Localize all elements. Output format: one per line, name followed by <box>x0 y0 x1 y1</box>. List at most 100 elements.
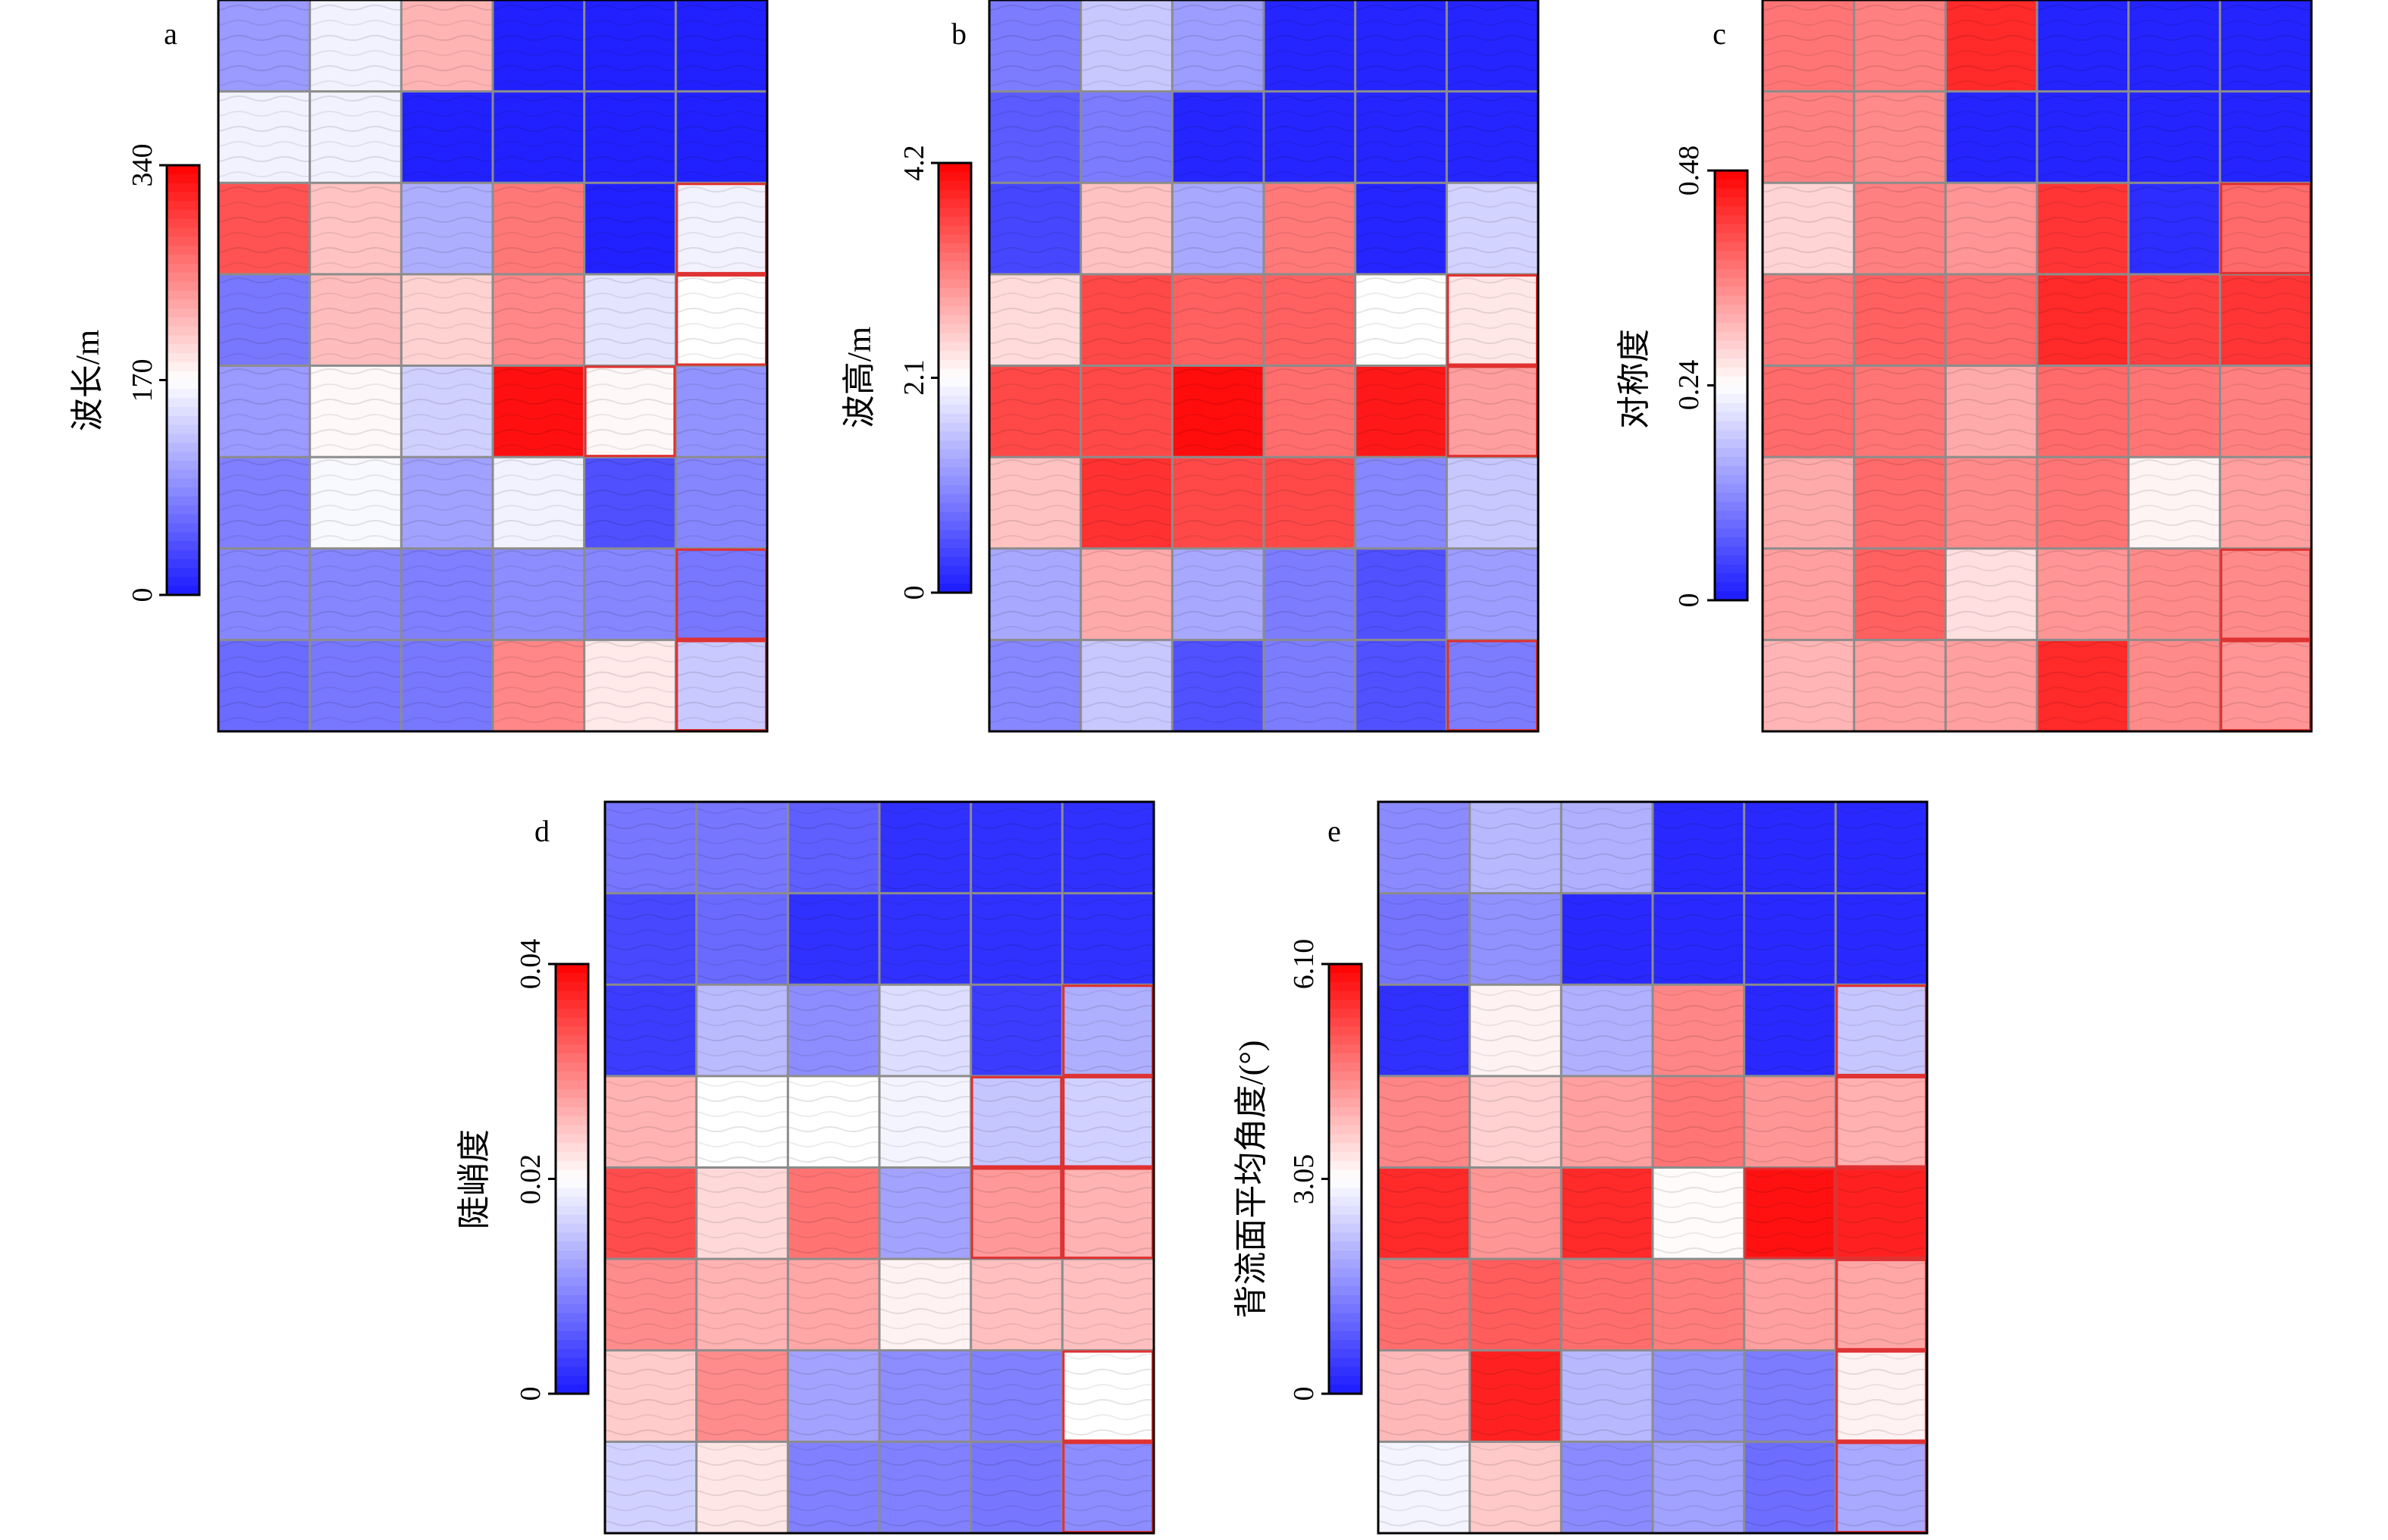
panel-e-colorbar-step <box>1329 1143 1362 1153</box>
panel-a-colorbar-step <box>167 415 199 426</box>
panel-a-colorbar-step <box>167 532 199 542</box>
panel-c-colorbar-step <box>1715 528 1747 538</box>
panel-d-colorbar-step <box>556 1134 588 1144</box>
panel-d-texture-r1-c4 <box>970 893 1063 985</box>
panel-a-texture-r0-c4 <box>584 0 676 92</box>
panel-b-colorbar-step <box>939 306 971 316</box>
panel-d-colorbar-step <box>556 1295 588 1305</box>
panel-a-colorbar-step <box>167 308 199 318</box>
panel-d-colorbar-step <box>556 1232 588 1242</box>
panel-a-texture-r4-c3 <box>493 365 584 458</box>
panel-c-colorbar-step <box>1715 546 1747 556</box>
panel-b-texture-r2-c0 <box>989 183 1081 274</box>
panel-c-colorbar-step <box>1715 448 1747 458</box>
panel-d-colorbar-step <box>556 1152 588 1162</box>
panel-d-texture-r1-c1 <box>696 893 788 985</box>
panel-b-colorbar-step <box>939 467 971 477</box>
panel-a-texture-r5-c5 <box>675 457 767 549</box>
panel-e-texture-r7-c3 <box>1653 1441 1744 1533</box>
panel-b-texture-r4-c1 <box>1080 365 1173 458</box>
panel-b-colorbar-step <box>939 297 971 307</box>
panel-c-texture-r2-c5 <box>2220 183 2311 274</box>
panel-e-texture-r6-c4 <box>1744 1350 1836 1442</box>
panel-d-colorbar-step <box>556 1340 588 1350</box>
panel-c-texture-r3-c4 <box>2128 274 2220 366</box>
panel-c-colorbar-step <box>1715 537 1747 547</box>
panel-c-colorbar-step <box>1715 340 1747 350</box>
panel-d-colorbar-step <box>556 1241 588 1251</box>
panel-d-texture-r0-c4 <box>970 802 1063 894</box>
panel-e-texture-r7-c4 <box>1744 1441 1836 1533</box>
panel-d-texture-r7-c0 <box>605 1441 697 1533</box>
panel-b-colorbar-step <box>939 574 971 584</box>
panel-d-texture-r6-c4 <box>970 1350 1063 1442</box>
panel-a-texture-r4-c4 <box>584 365 676 458</box>
panel-c-texture-r3-c1 <box>1854 274 1946 366</box>
panel-b-colorbar-step <box>939 413 971 424</box>
panel-c-texture-r7-c2 <box>1945 640 2037 731</box>
panel-d-colorbar-step <box>556 1107 588 1117</box>
panel-e-colorbar-step <box>1329 1169 1362 1180</box>
panel-a-colorbar-step <box>167 290 199 300</box>
panel-e-ylabel: 背流面平均角度/(°) <box>1233 1040 1270 1318</box>
panel-a-texture-r6-c2 <box>401 548 493 640</box>
panel-b-colorbar-step <box>939 404 971 415</box>
panel-b-texture-r1-c4 <box>1355 91 1447 183</box>
panel-d-texture-r3-c1 <box>696 1075 788 1168</box>
panel-b-texture-r5-c4 <box>1355 457 1447 549</box>
panel-e-colorbar-step <box>1329 1376 1362 1385</box>
panel-b-texture-r5-c0 <box>989 457 1081 549</box>
panel-b-colorbar-step <box>939 359 971 370</box>
panel-d-colorbar-step <box>556 1331 588 1341</box>
panel-d-colorbar-step <box>556 991 588 1000</box>
panel-b-texture-r1-c3 <box>1264 91 1355 183</box>
panel-a-texture-r3-c1 <box>309 274 402 366</box>
panel-c-texture-r7-c4 <box>2128 640 2220 731</box>
panel-b-colorbar-step <box>939 565 971 575</box>
panel-b-colorbar-step <box>939 243 971 253</box>
panel-d-texture-r3-c0 <box>605 1075 697 1168</box>
panel-e-texture-r2-c4 <box>1744 984 1836 1076</box>
panel-d-colorbar-step <box>556 1313 588 1323</box>
panel-b-colorbar-step <box>939 494 971 504</box>
panel-d-texture-r3-c3 <box>879 1075 971 1168</box>
panel-a-colorbar-step <box>167 236 199 246</box>
panel-d-frame <box>603 800 1155 1535</box>
panel-e-texture-r7-c0 <box>1378 1441 1470 1533</box>
panel-e-texture-r4-c1 <box>1469 1167 1562 1260</box>
panel-d-texture-r0-c3 <box>879 802 971 894</box>
panel-e-texture-r5-c5 <box>1835 1259 1927 1351</box>
panel-a-colorbar-step <box>167 549 199 560</box>
panel-c-texture-r3-c3 <box>2037 274 2129 366</box>
panel-c-colorbar-step <box>1715 403 1747 413</box>
panel-e-texture-r0-c2 <box>1561 802 1653 894</box>
panel-b-colorbar-step <box>939 502 971 513</box>
panel-c-texture-r7-c0 <box>1763 640 1854 731</box>
panel-c-texture-r1-c2 <box>1945 91 2037 183</box>
panel-e-colorbar-step <box>1329 1357 1362 1368</box>
panel-a-texture-r6-c4 <box>584 548 676 640</box>
panel-c-texture-r4-c2 <box>1945 365 2037 458</box>
panel-a: a 0 170 340 波长/m <box>69 0 769 733</box>
panel-b-colorbar-step <box>939 208 971 218</box>
panel-c-colorbar-step <box>1715 439 1747 449</box>
panel-a-texture-r1-c5 <box>675 91 767 183</box>
panel-d-heatmap <box>603 800 1155 1535</box>
panel-d-colorbar-step <box>556 1304 588 1314</box>
panel-a-colorbar-step <box>167 541 199 551</box>
panel-e-texture-r5-c4 <box>1744 1259 1836 1351</box>
panel-d-texture-r1-c5 <box>1062 893 1154 985</box>
panel-b-texture-r2-c5 <box>1446 183 1538 274</box>
panel-d-colorbar-step <box>556 1214 588 1225</box>
panel-b-frame <box>988 0 1540 733</box>
panel-e-colorbar-step <box>1329 1116 1362 1126</box>
panel-b-tick-high: 4.2 <box>898 145 930 181</box>
panel-b-colorbar-step <box>939 324 971 334</box>
panel-b-texture-r4-c0 <box>989 365 1081 458</box>
panel-c-colorbar-step <box>1715 188 1747 199</box>
panel-e-colorbar: 0 3.05 6.10 背流面平均角度/(°) <box>1233 939 1363 1401</box>
panel-e-texture-r6-c2 <box>1561 1350 1653 1442</box>
panel-c-colorbar-step <box>1715 206 1747 216</box>
panel-c-texture-r0-c5 <box>2220 0 2311 92</box>
